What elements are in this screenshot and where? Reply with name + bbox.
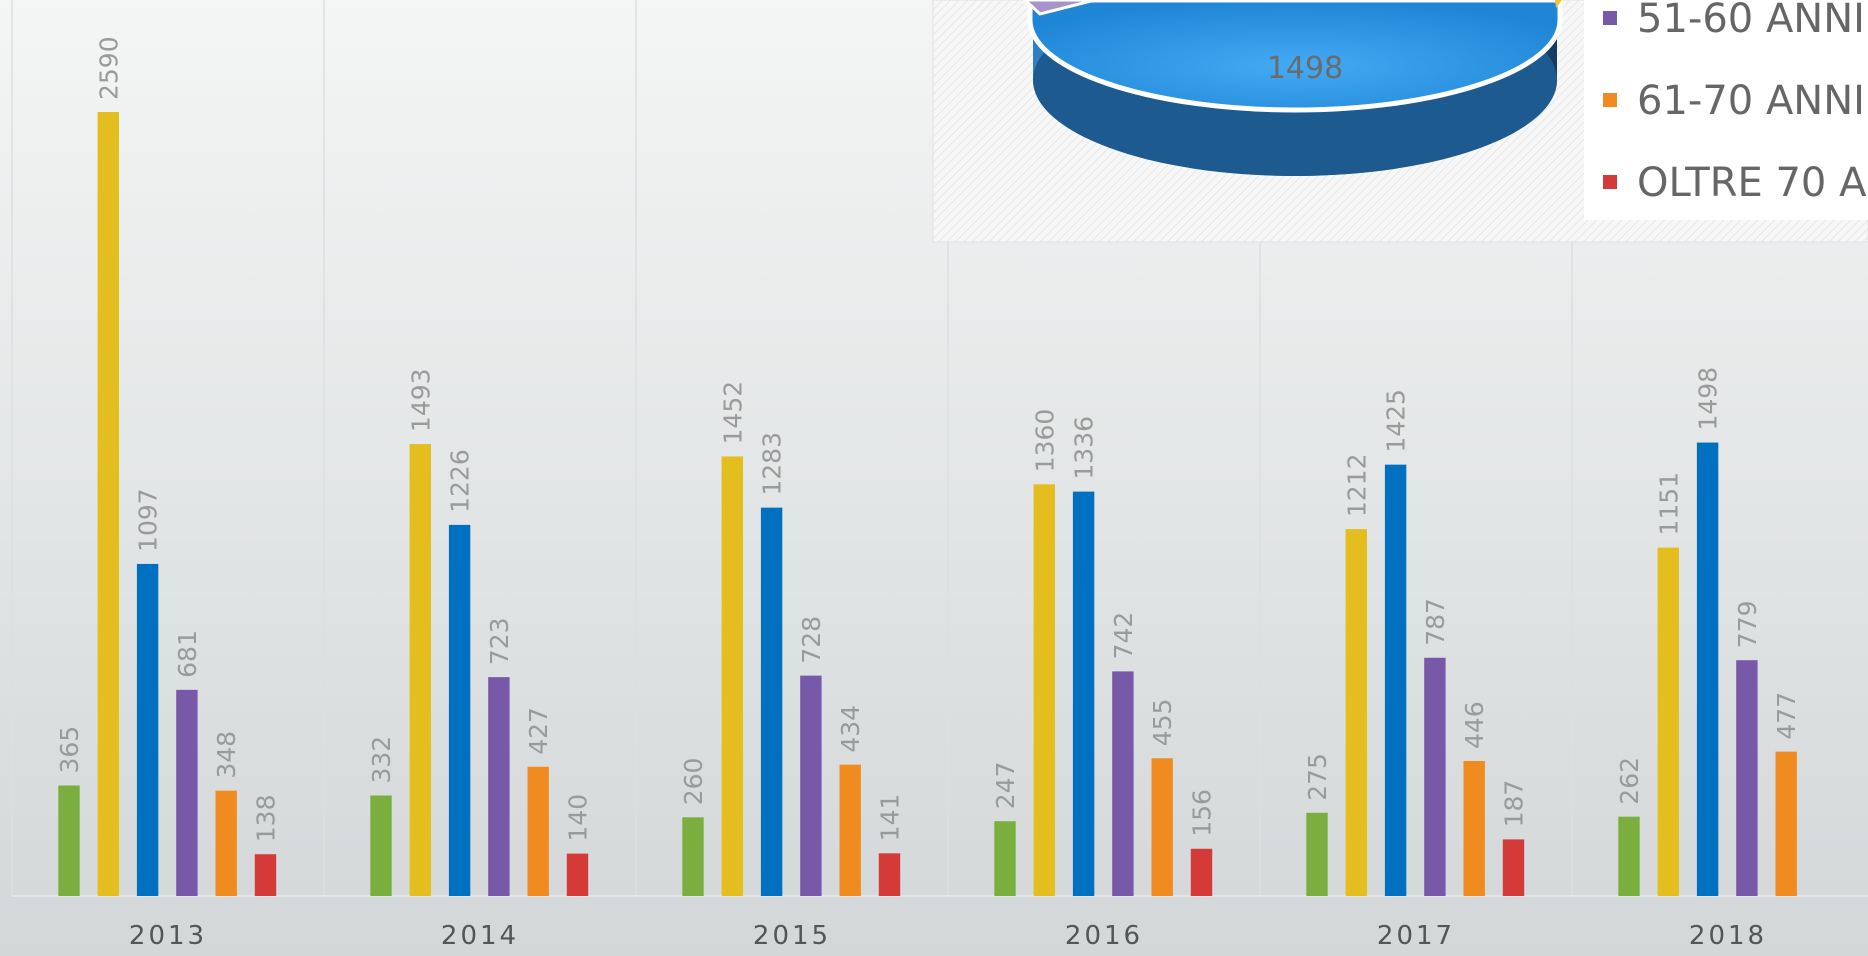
- data-label: 1097: [134, 488, 163, 552]
- bar: [136, 563, 159, 896]
- data-label: 141: [876, 794, 905, 842]
- bar: [721, 456, 743, 896]
- data-label: 1283: [758, 432, 787, 496]
- data-label: 427: [524, 707, 553, 755]
- bar: [1736, 660, 1758, 896]
- bar: [254, 854, 277, 896]
- legend-label: 61-70 ANNI: [1637, 78, 1865, 124]
- data-label: 156: [1188, 789, 1217, 837]
- data-label: 1425: [1382, 389, 1411, 453]
- data-label: 681: [173, 630, 202, 678]
- bar: [97, 112, 119, 896]
- data-label: 275: [1303, 753, 1332, 801]
- data-label: 1360: [1030, 409, 1059, 473]
- plot-area: 2013 2014 2015 2016 2017 2018 365 332 260 247 275 2…: [11, 0, 1868, 951]
- bar: [176, 689, 198, 896]
- bar: [760, 507, 783, 896]
- bar: [409, 444, 431, 896]
- bar: [1306, 812, 1328, 896]
- data-label: 477: [1772, 692, 1801, 740]
- x-tick-label: 2013: [129, 921, 207, 951]
- data-label: 1498: [1694, 367, 1723, 431]
- bar: [1618, 816, 1640, 896]
- legend-background: [1584, 0, 1868, 220]
- x-tick-label: 2017: [1377, 921, 1455, 951]
- pie-slice: [1022, 0, 1096, 16]
- data-label: 1226: [446, 449, 475, 513]
- bar: [994, 821, 1016, 896]
- data-label: 455: [1148, 699, 1177, 747]
- bar: [1696, 442, 1719, 896]
- data-label: 138: [252, 795, 281, 843]
- legend-label: 51-60 ANNI: [1637, 0, 1865, 42]
- bar: [58, 785, 80, 896]
- bar: [527, 766, 549, 896]
- data-label: 1336: [1070, 416, 1099, 480]
- data-label: 779: [1733, 600, 1762, 648]
- bar: [1072, 491, 1095, 896]
- bar: [1463, 760, 1485, 896]
- bar: [370, 795, 392, 896]
- data-label: 2590: [94, 36, 123, 100]
- data-label: 434: [836, 705, 865, 753]
- pie-panel: 1498 51-60 ANNI 61-70 ANNI OLTRE 70 A: [932, 0, 1868, 243]
- data-label: 1452: [718, 381, 747, 445]
- bar: [1033, 484, 1055, 896]
- legend-label: OLTRE 70 A: [1637, 160, 1867, 206]
- data-label: 723: [485, 617, 514, 665]
- x-tick-label: 2014: [441, 921, 519, 951]
- data-label: 446: [1460, 701, 1489, 749]
- x-tick-label: 2015: [753, 921, 831, 951]
- pie-label: 1498: [1267, 51, 1343, 86]
- pie-slice: [1027, 0, 1563, 113]
- x-tick-label: 2018: [1689, 921, 1767, 951]
- data-label: 1212: [1342, 453, 1371, 517]
- legend-swatch: [1603, 11, 1617, 25]
- bar: [1775, 751, 1797, 896]
- data-label: 742: [1109, 612, 1138, 660]
- bar: [1151, 758, 1173, 896]
- data-label: 262: [1615, 757, 1644, 805]
- bar: [215, 790, 237, 896]
- bar: [1424, 657, 1446, 896]
- legend: 51-60 ANNI 61-70 ANNI OLTRE 70 A: [1603, 0, 1867, 206]
- bar: [1345, 529, 1367, 896]
- data-label: 1151: [1654, 472, 1683, 536]
- data-label: 247: [991, 762, 1020, 810]
- bar: [1112, 671, 1134, 896]
- data-label: 187: [1500, 780, 1529, 828]
- bar: [1384, 464, 1407, 896]
- data-label: 1493: [406, 368, 435, 432]
- bar: [566, 853, 589, 896]
- legend-swatch: [1603, 93, 1617, 107]
- legend-swatch: [1603, 175, 1617, 189]
- data-label: 332: [367, 736, 396, 784]
- bar: [1657, 547, 1679, 896]
- data-label: 787: [1421, 598, 1450, 646]
- pie-slice: [1555, 0, 1562, 8]
- data-label: 365: [55, 726, 84, 774]
- data-label: 728: [797, 616, 826, 664]
- data-label: 260: [679, 758, 708, 806]
- bar: [1502, 839, 1525, 896]
- bar: [488, 677, 510, 896]
- bar: [878, 853, 901, 896]
- bar: [448, 524, 471, 896]
- bar: [800, 675, 822, 896]
- data-label: 348: [212, 731, 241, 779]
- data-label: 140: [564, 794, 593, 842]
- bar: [1190, 848, 1213, 896]
- bar: [682, 817, 704, 896]
- bar: [839, 764, 861, 896]
- x-tick-label: 2016: [1065, 921, 1143, 951]
